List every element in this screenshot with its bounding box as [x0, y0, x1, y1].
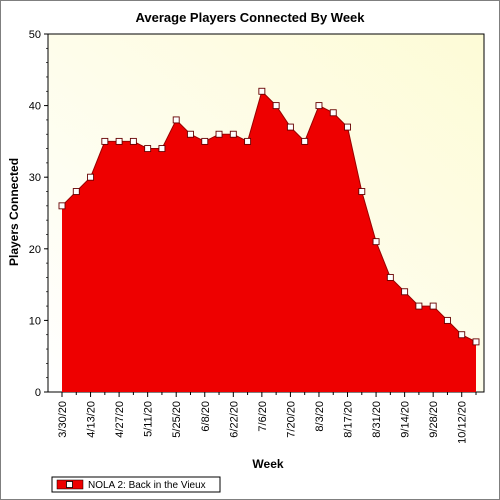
legend: NOLA 2: Back in the Vieux — [51, 476, 221, 493]
data-point — [187, 130, 194, 138]
data-point — [386, 273, 394, 281]
x-tick-label: 7/6/20 — [257, 401, 269, 432]
data-point — [244, 137, 252, 145]
data-point — [344, 123, 351, 131]
legend-box — [51, 476, 221, 493]
data-point — [144, 145, 152, 153]
data-point — [172, 116, 180, 124]
y-axis-title: Players Connected — [7, 158, 21, 266]
data-point — [429, 302, 437, 310]
data-point — [458, 331, 466, 339]
data-point — [72, 188, 80, 195]
x-tick-label: 8/17/20 — [343, 401, 355, 438]
x-tick-label: 9/28/20 — [428, 401, 440, 438]
data-point — [372, 238, 380, 246]
legend-label: NOLA 2: Back in the Vieux — [88, 480, 206, 491]
data-point — [329, 109, 337, 117]
y-tick-label: 10 — [29, 315, 41, 327]
data-point — [444, 316, 451, 324]
data-point — [272, 102, 280, 110]
x-tick-label: 6/22/20 — [228, 401, 240, 438]
data-point — [101, 137, 109, 145]
data-point — [158, 145, 166, 153]
y-tick-label: 30 — [29, 172, 41, 184]
x-tick-label: 8/31/20 — [371, 401, 383, 438]
y-tick-label: 20 — [29, 244, 41, 256]
data-point — [286, 123, 294, 131]
axes-layer: 0 10 20 30 40 50 3/30/20 4/13/20 4/27/20 5/11/20 5… — [29, 29, 477, 444]
x-tick-label: 3/30/20 — [57, 401, 69, 438]
chart-title: Average Players Connected By Week — [135, 10, 365, 25]
x-tick-label: 10/12/20 — [457, 401, 469, 444]
data-point — [201, 137, 209, 145]
y-tick-label: 40 — [29, 101, 41, 113]
x-axis-title: Week — [252, 457, 283, 471]
data-point — [229, 130, 237, 138]
data-point — [358, 188, 366, 195]
y-tick-label: 50 — [29, 29, 41, 41]
data-point — [472, 338, 480, 346]
data-point — [258, 87, 266, 95]
data-point — [315, 102, 323, 110]
data-point — [401, 288, 409, 296]
data-point — [58, 202, 66, 210]
data-point — [301, 137, 309, 145]
data-point — [115, 137, 123, 145]
x-tick-label: 5/25/20 — [171, 401, 183, 438]
x-tick-label: 9/14/20 — [400, 401, 412, 438]
series-area — [62, 91, 476, 392]
data-point — [87, 173, 95, 181]
x-tick-label: 4/13/20 — [86, 401, 98, 438]
x-tick-label: 4/27/20 — [114, 401, 126, 438]
data-point — [415, 302, 423, 310]
x-tick-label: 7/20/20 — [285, 401, 297, 438]
x-tick-label: 5/11/20 — [143, 401, 155, 437]
points-layer — [58, 87, 480, 346]
legend-marker — [66, 481, 73, 488]
y-tick-label: 0 — [35, 387, 41, 399]
x-tick-label: 6/8/20 — [200, 401, 212, 432]
data-point — [215, 130, 223, 138]
data-point — [129, 137, 137, 145]
x-tick-label: 8/3/20 — [314, 401, 326, 432]
